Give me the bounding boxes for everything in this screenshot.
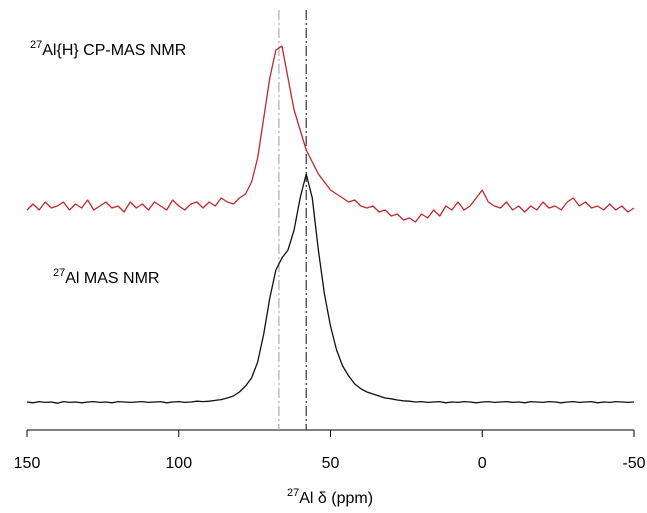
annotation: 27Al MAS NMR (53, 267, 159, 287)
x-axis-title: 27Al δ (ppm) (287, 487, 373, 507)
x-axis-title-text: Al δ (ppm) (299, 490, 373, 507)
x-tick-label: 100 (165, 455, 192, 472)
annotation-sup: 27 (30, 39, 42, 51)
spectrum-line (26, 173, 635, 404)
annotation-text: Al MAS NMR (65, 270, 159, 287)
x-tick-label: 0 (478, 455, 487, 472)
x-axis-title-sup: 27 (287, 487, 299, 499)
spectrum-line (26, 45, 635, 223)
x-tick-label: 50 (322, 455, 340, 472)
x-tick-label: -50 (622, 455, 645, 472)
annotation-text: Al{H} CP-MAS NMR (42, 42, 186, 59)
x-tick-label: 150 (14, 455, 41, 472)
annotation: 27Al{H} CP-MAS NMR (30, 39, 186, 59)
annotation-sup: 27 (53, 267, 65, 279)
